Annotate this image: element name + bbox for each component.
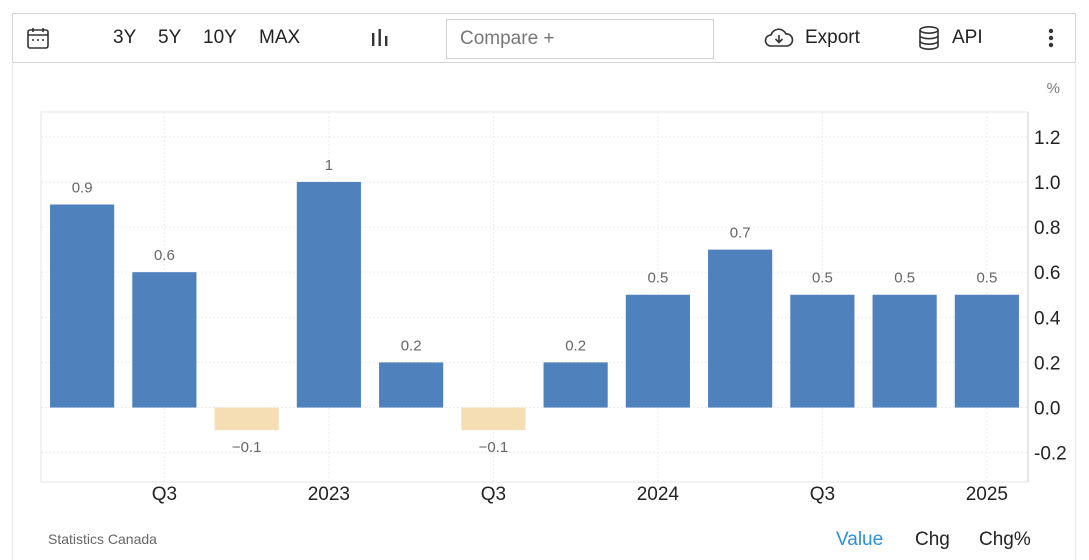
data-label-3: 1 [325,157,333,174]
data-label-4: 0.2 [401,337,422,354]
bar-11[interactable] [954,294,1019,408]
data-label-1: 0.6 [154,247,175,264]
x-tick-label: Q3 [810,484,835,505]
data-label-0: 0.9 [72,180,93,197]
chart-toolbar: 3Y 5Y 10Y MAX Compare + Export [12,13,1076,63]
calendar-icon[interactable] [26,14,50,62]
chart-panel [12,64,1076,560]
range-10y-button[interactable]: 10Y [203,27,237,48]
bar-10[interactable] [872,294,937,408]
data-label-11: 0.5 [976,270,997,287]
x-tick-label: 2023 [308,484,350,505]
data-label-6: 0.2 [565,337,586,354]
cloud-download-icon [763,27,795,49]
data-label-8: 0.7 [730,225,751,242]
data-label-7: 0.5 [647,270,668,287]
bar-1[interactable] [132,272,197,408]
y-tick-label: 1.0 [1034,173,1060,194]
data-label-9: 0.5 [812,270,833,287]
bar-8[interactable] [708,249,773,408]
data-label-10: 0.5 [894,270,915,287]
data-label-5: −0.1 [479,439,509,456]
source-label: Statistics Canada [48,531,157,547]
x-tick-label: Q3 [152,484,177,505]
bar-4[interactable] [379,362,444,408]
bar-2[interactable] [214,407,279,431]
kebab-menu-icon[interactable] [1047,14,1055,62]
range-max-button[interactable]: MAX [259,27,301,48]
database-icon [918,25,940,51]
bar-7[interactable] [625,294,690,408]
data-label-2: −0.1 [232,439,262,456]
x-tick-label: 2025 [966,484,1008,505]
bar-3[interactable] [296,181,361,408]
bar-0[interactable] [50,204,115,408]
value-button[interactable]: Value [836,529,884,550]
bar-9[interactable] [790,294,855,408]
x-tick-label: 2024 [637,484,680,505]
unit-label: % [1047,80,1060,97]
range-3y-button[interactable]: 3Y [113,27,137,48]
bar-5[interactable] [461,407,526,431]
y-tick-label: -0.2 [1034,444,1067,465]
chg-button[interactable]: Chg [915,529,950,550]
export-button[interactable]: Export [763,14,860,62]
api-button[interactable]: API [918,14,983,62]
y-tick-label: 0.6 [1034,263,1060,284]
chg-percent-button[interactable]: Chg% [979,529,1031,550]
y-tick-label: 0.4 [1034,308,1061,329]
api-label: API [952,27,983,48]
y-tick-label: 0.0 [1034,399,1060,420]
bar-6[interactable] [543,362,608,408]
y-tick-label: 0.2 [1034,353,1060,374]
y-tick-label: 1.2 [1034,128,1060,149]
x-tick-label: Q3 [481,484,506,505]
export-label: Export [805,27,860,48]
bar-chart-icon[interactable] [369,14,391,62]
y-tick-label: 0.8 [1034,218,1060,239]
compare-input[interactable]: Compare + [446,19,714,59]
range-5y-button[interactable]: 5Y [158,27,182,48]
